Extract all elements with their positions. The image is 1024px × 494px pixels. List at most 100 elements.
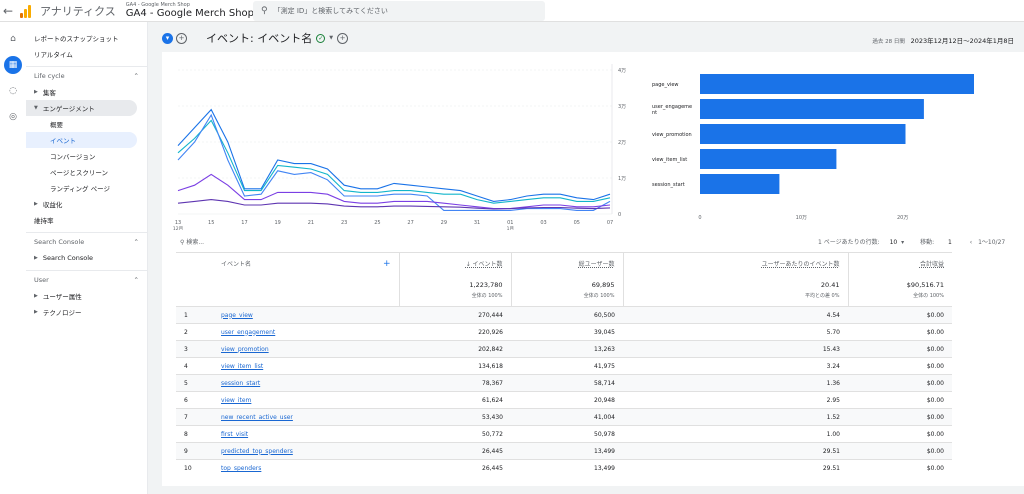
section-lifecycle-label: Life cycle — [34, 71, 65, 80]
header-event-count[interactable]: ↓ イベント数 — [398, 252, 511, 275]
bar-view-promotion[interactable] — [700, 124, 906, 144]
nav-search-console[interactable]: ▶ Search Console — [26, 250, 147, 266]
row-event-name[interactable]: page_view — [221, 306, 399, 324]
series-line-session-start[interactable] — [177, 199, 611, 210]
property-selector[interactable]: GA4 - Google Merch Shop GA4 - Google Mer… — [125, 1, 254, 19]
section-search-console-label: Search Console — [34, 237, 85, 246]
nav-acquisition[interactable]: ▶ 集客 — [26, 84, 147, 100]
x-tick-label: 13 — [175, 220, 181, 226]
series-line-page-view[interactable] — [177, 108, 611, 202]
bar-user-engagement[interactable] — [700, 99, 924, 119]
series-line-view-promotion[interactable] — [177, 113, 611, 211]
add-comparison-icon[interactable]: + — [176, 32, 187, 44]
x-tick-label: 20万 — [897, 215, 908, 221]
nav-tech-label: テクノロジー — [42, 309, 82, 317]
series-line-user-engagement[interactable] — [177, 119, 611, 204]
row-event-name[interactable]: view_item_list — [221, 357, 399, 375]
row-event-name[interactable]: user_engagement — [221, 323, 399, 341]
section-user[interactable]: User ⌃ — [26, 270, 147, 288]
event-name-link[interactable]: new_recent_active_user — [221, 413, 293, 421]
pagination: 1 ページあたりの行数: 10 ▾ 移動: 1 ‹ 1～10/27 — [818, 237, 1005, 246]
row-event-name[interactable]: session_start — [221, 374, 399, 392]
advertising-icon[interactable]: ◎ — [9, 112, 17, 122]
event-name-link[interactable]: user_engagement — [221, 328, 276, 336]
events-table: イベント名 + ↓ イベント数 総ユーザー数 ユーザーあたりのイベント数 合計収… — [176, 252, 952, 477]
total-sub: 全体の 100% — [583, 293, 615, 300]
row-index: 9 — [176, 442, 221, 460]
nav-pages-screens[interactable]: ページとスクリーン — [50, 169, 109, 177]
property-account: GA4 - Google Merch Shop — [125, 1, 190, 8]
date-range-picker[interactable]: 過去 28 日間 2023年12月12日～2024年1月8日 — [872, 35, 1014, 45]
nav-overview[interactable]: 概要 — [50, 121, 63, 129]
event-name-link[interactable]: predicted_top_spenders — [221, 447, 293, 455]
prev-page-icon[interactable]: ‹ — [969, 239, 973, 246]
chevron-down-icon[interactable]: ▼ — [329, 35, 334, 41]
section-lifecycle[interactable]: Life cycle ⌃ — [26, 66, 147, 84]
explore-icon[interactable]: ◌ — [9, 86, 17, 96]
chevron-down-icon[interactable]: ▾ — [901, 239, 905, 246]
row-event-name[interactable]: new_recent_active_user — [221, 408, 399, 426]
nav-snapshot[interactable]: レポートのスナップショット — [34, 35, 119, 43]
nav-tech[interactable]: ▶ テクノロジー — [26, 304, 147, 320]
nav-retention[interactable]: 維持率 — [34, 217, 54, 225]
event-name-link[interactable]: first_visit — [221, 430, 249, 438]
row-event-name[interactable]: predicted_top_spenders — [221, 442, 399, 460]
row-index: 2 — [176, 323, 221, 341]
event-name-link[interactable]: page_view — [221, 311, 253, 319]
header-total-users[interactable]: 総ユーザー数 — [510, 252, 623, 275]
table-row: 1 page_view 270,444 60,500 4.54 $0.00 — [176, 306, 952, 324]
left-rail: ⌂ ▦ ◌ ◎ — [0, 22, 26, 494]
row-event-name[interactable]: first_visit — [221, 425, 399, 443]
header-events-per-user[interactable]: ユーザーあたりのイベント数 — [622, 252, 848, 275]
home-icon[interactable]: ⌂ — [10, 34, 16, 44]
line-chart: 0 1万 2万 3万 4万 13 15 17 19 21 23 25 27 29 31 01 03 05 07 12月… — [173, 64, 626, 232]
analytics-logo-icon[interactable] — [20, 4, 34, 18]
add-dimension-icon[interactable]: + — [382, 258, 391, 269]
row-event-name[interactable]: view_promotion — [221, 340, 399, 358]
back-arrow-icon[interactable]: ← — [2, 3, 14, 18]
section-search-console[interactable]: Search Console ⌃ — [26, 232, 147, 250]
total-sub: 全体の 100% — [471, 293, 503, 300]
event-name-link[interactable]: view_item — [221, 396, 252, 404]
row-event-name[interactable]: view_item — [221, 391, 399, 409]
nav-user-attributes[interactable]: ▶ ユーザー属性 — [26, 288, 147, 304]
check-icon[interactable]: ✓ — [316, 33, 326, 43]
nav-acquisition-label: 集客 — [42, 89, 56, 97]
event-name-link[interactable]: view_item_list — [221, 362, 264, 370]
bar-session-start[interactable] — [700, 174, 780, 194]
total-cell: 69,895 全体の 100% — [510, 274, 623, 307]
bar-page-view[interactable] — [700, 74, 974, 94]
nav-monetization-label: 収益化 — [42, 201, 63, 209]
row-event-name[interactable]: top_spenders — [221, 459, 399, 477]
filter-icon[interactable]: ▾ — [162, 32, 173, 44]
search-placeholder: 「測定 ID」と検索してみてください — [273, 7, 388, 15]
header-total-revenue[interactable]: 合計収益 — [847, 252, 952, 275]
add-icon[interactable]: + — [337, 32, 349, 44]
series-line-view-item-list[interactable] — [177, 173, 611, 210]
nav-monetization[interactable]: ▶ 収益化 — [26, 196, 147, 212]
row-total-users: 20,948 — [511, 391, 623, 409]
report-nav: レポートのスナップショット リアルタイム Life cycle ⌃ ▶ 集客 ▼ エ… — [26, 22, 148, 494]
total-value: 69,895 — [591, 281, 615, 290]
x-tick-label: 29 — [441, 220, 447, 226]
event-name-link[interactable]: top_spenders — [221, 464, 262, 472]
nav-events[interactable]: イベント — [26, 132, 137, 148]
bar-view-item-list[interactable] — [700, 149, 837, 169]
reports-icon[interactable]: ▦ — [4, 56, 22, 74]
search-input[interactable]: ⚲ 「測定 ID」と検索してみてください — [253, 1, 545, 21]
report-header: ▾ + イベント: イベント名 ✓ ▼ + — [162, 30, 351, 46]
event-name-link[interactable]: view_promotion — [221, 345, 269, 353]
table-row: 6 view_item 61,624 20,948 2.95 $0.00 — [176, 391, 952, 409]
nav-realtime[interactable]: リアルタイム — [34, 51, 73, 59]
nav-landing-page[interactable]: ランディング ページ — [50, 185, 110, 193]
nav-conversions[interactable]: コンバージョン — [50, 153, 96, 161]
event-name-link[interactable]: session_start — [221, 379, 261, 387]
nav-engagement[interactable]: ▼ エンゲージメント — [26, 100, 137, 116]
page-title: イベント: イベント名 — [206, 32, 313, 45]
rows-per-page-select[interactable]: 10 — [889, 239, 898, 246]
header-event-name[interactable]: イベント名 + — [221, 252, 399, 275]
goto-input[interactable]: 1 — [948, 239, 952, 246]
table-search-input[interactable]: ⚲ 検索... — [180, 237, 204, 246]
y-tick-label: 1万 — [618, 176, 626, 182]
total-value: 20.41 — [820, 281, 840, 290]
